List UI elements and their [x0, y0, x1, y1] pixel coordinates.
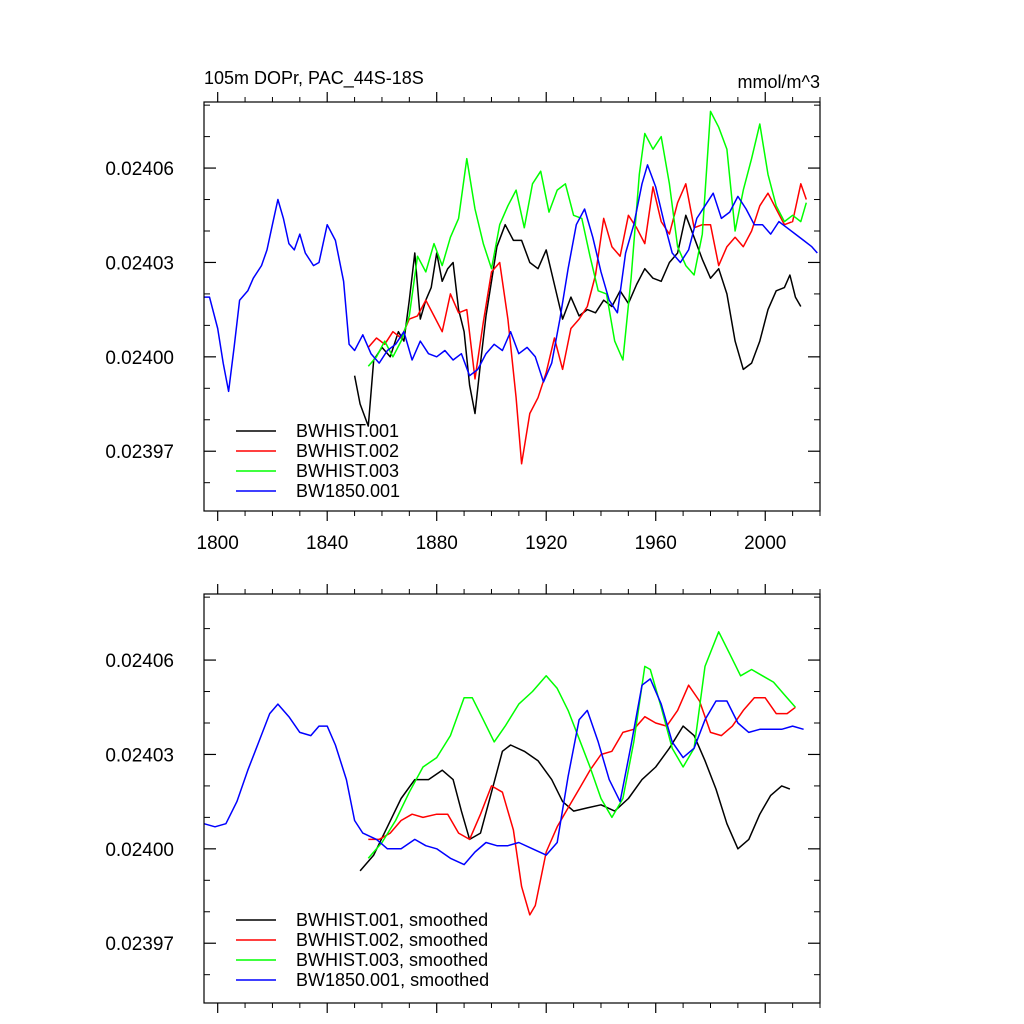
y-tick-label: 0.02403: [105, 253, 174, 274]
top-panel: 105m DOPr, PAC_44S-18S mmol/m^3 1800 1840…: [105, 68, 821, 554]
bottom-panel: 0.02397 0.02400 0.02403 0.02406 BWHIST.001,…: [105, 584, 821, 1013]
legend-label: BWHIST.003, smoothed: [296, 950, 488, 970]
units-label: mmol/m^3: [738, 72, 820, 92]
legend-label: BWHIST.003: [296, 461, 399, 481]
plot-area: [203, 631, 804, 916]
legend-label: BWHIST.001: [296, 421, 399, 441]
y-tick-label: 0.02406: [105, 159, 174, 180]
tick-labels: 1800 1840 1880 1920 1960 2000 0.02397 0.02400 0.…: [105, 159, 786, 554]
plot-area: [204, 110, 818, 465]
y-tick-label: 0.02400: [105, 348, 174, 369]
plot-frame: [203, 593, 821, 1004]
series-line-3: [367, 110, 808, 367]
axis-ticks: [204, 584, 821, 1013]
y-tick-label: 0.02397: [105, 442, 174, 463]
legend-label: BWHIST.001, smoothed: [296, 910, 488, 930]
legend-label: BW1850.001: [296, 481, 400, 501]
y-tick-label: 0.02403: [105, 745, 174, 766]
x-tick-label: 1920: [525, 533, 567, 554]
plot-frame: [203, 101, 821, 512]
x-tick-label: 1840: [306, 533, 348, 554]
series-line-2: [368, 684, 796, 916]
y-tick-label: 0.02406: [105, 651, 174, 672]
x-tick-label: 1960: [635, 533, 677, 554]
axis-ticks: [204, 92, 821, 521]
legend-label: BW1850.001, smoothed: [296, 970, 489, 990]
x-tick-label: 1880: [416, 533, 458, 554]
series-line-4: [204, 164, 818, 393]
x-tick-label: 1800: [197, 533, 239, 554]
series-line-4: [203, 678, 804, 866]
tick-labels: 0.02397 0.02400 0.02403 0.02406: [105, 651, 174, 955]
y-tick-label: 0.02400: [105, 840, 174, 861]
x-tick-label: 2000: [744, 533, 786, 554]
chart-title: 105m DOPr, PAC_44S-18S: [204, 68, 424, 89]
legend-label: BWHIST.002, smoothed: [296, 930, 488, 950]
legend-label: BWHIST.002: [296, 441, 399, 461]
series-line-3: [367, 631, 796, 859]
series-line-1: [359, 725, 791, 872]
series-line-1: [353, 214, 802, 427]
y-tick-label: 0.02397: [105, 934, 174, 955]
series-line-2: [367, 183, 808, 465]
